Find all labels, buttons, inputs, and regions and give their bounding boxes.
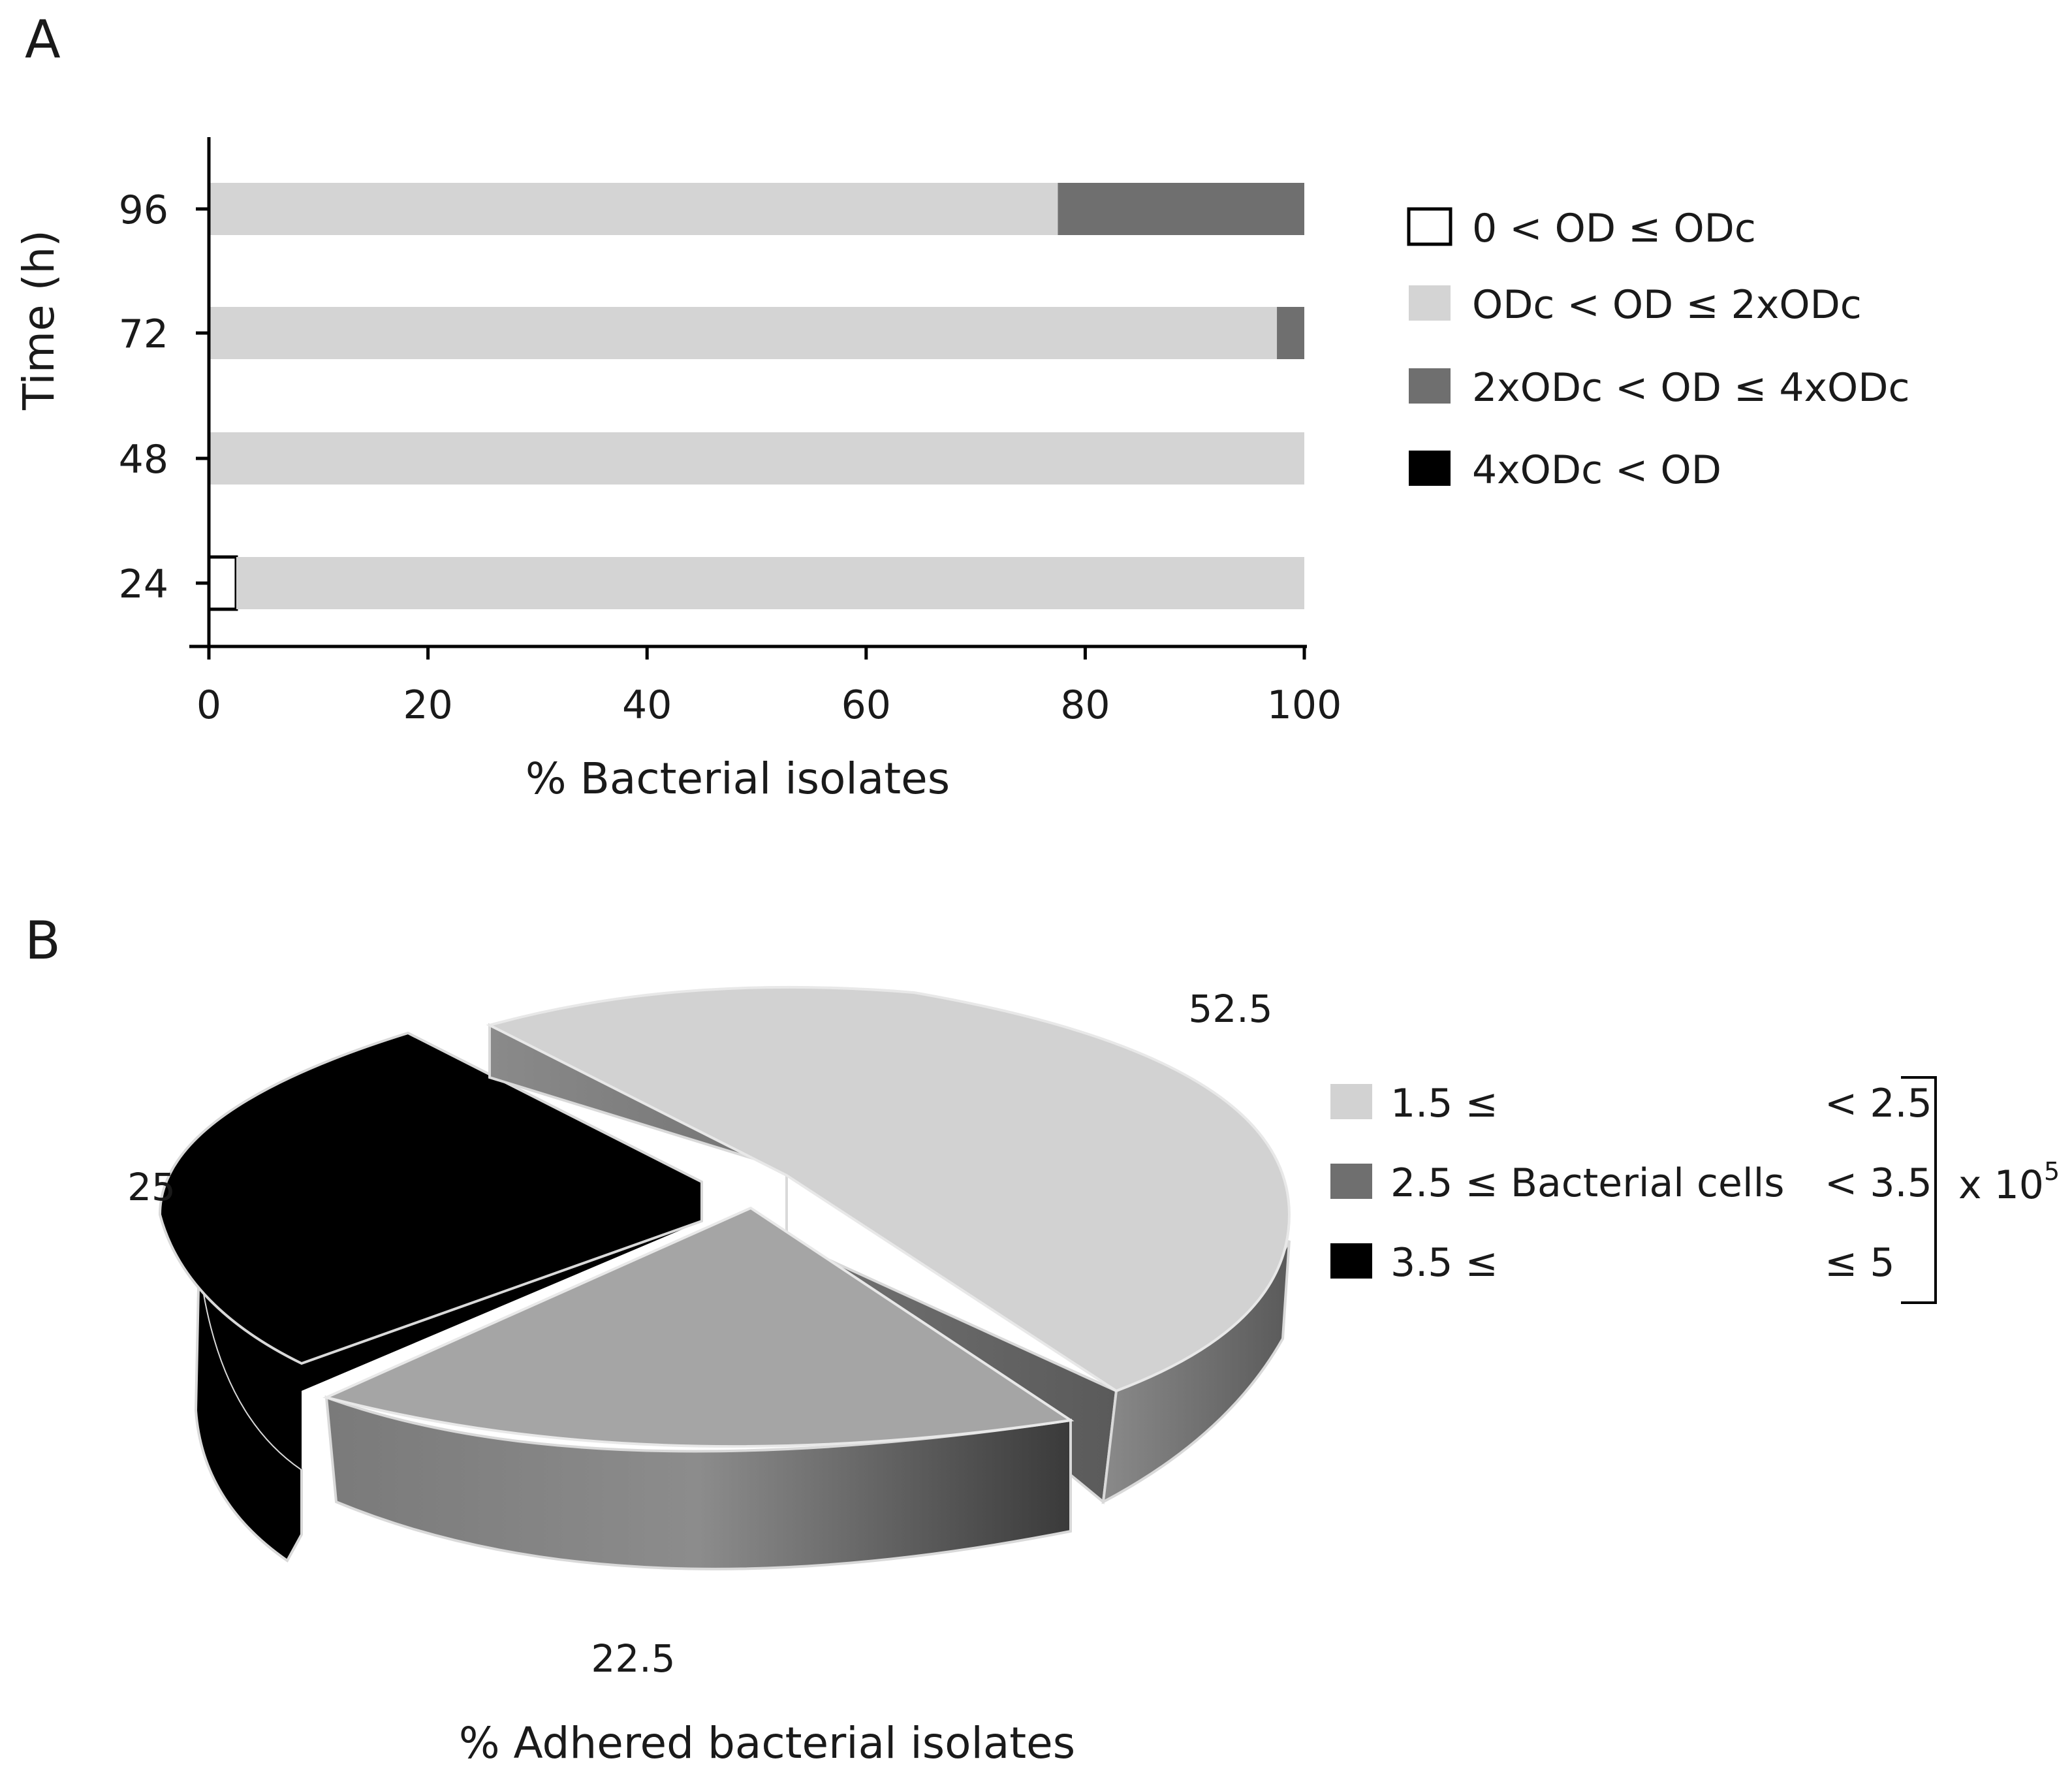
bar-legend: 0 < OD ≤ ODc ODc < OD ≤ 2xODc 2xODc < OD… bbox=[1407, 206, 1909, 493]
pie-legend-swatch-0 bbox=[1330, 1084, 1372, 1119]
legend-swatch-2 bbox=[1409, 368, 1451, 404]
y-axis-ticks: 24 48 72 96 bbox=[119, 187, 209, 607]
legend-label-1: ODc < OD ≤ 2xODc bbox=[1472, 282, 1862, 328]
x-tick-label-60: 60 bbox=[841, 682, 891, 728]
y-tick-label-24: 24 bbox=[119, 562, 168, 607]
pie-slice-2.5-top bbox=[322, 1206, 1075, 1448]
legend-swatch-3 bbox=[1409, 451, 1451, 486]
pie-chart: 52.522.525 % Adhered bacterial isolates … bbox=[127, 985, 2060, 1768]
legend-label-0: 0 < OD ≤ ODc bbox=[1472, 206, 1756, 251]
legend-swatch-0 bbox=[1407, 207, 1452, 246]
bar-segment-24-0 bbox=[207, 555, 238, 611]
x-tick-label-20: 20 bbox=[403, 682, 452, 728]
pie-legend: 1.5 ≤ < 2.5 2.5 ≤ Bacterial cells < 3.5 … bbox=[1330, 1076, 2060, 1304]
pie-legend-label-1: 2.5 ≤ Bacterial cells bbox=[1390, 1160, 1785, 1206]
pie-legend-upper-0: < 2.5 bbox=[1825, 1081, 1932, 1126]
legend-bracket bbox=[1901, 1076, 1937, 1304]
pie-legend-swatch-1 bbox=[1330, 1164, 1372, 1199]
x-tick-label-100: 100 bbox=[1267, 682, 1342, 728]
x-axis-title: % Bacterial isolates bbox=[526, 754, 950, 804]
pie-legend-upper-2: ≤ 5 bbox=[1825, 1240, 1895, 1286]
x-tick-label-0: 0 bbox=[196, 682, 221, 728]
pie-value-label-0: 52.5 bbox=[1188, 987, 1272, 1031]
bar-segment-96-1 bbox=[209, 183, 1058, 235]
bar-segment-72-1 bbox=[209, 307, 1278, 359]
legend-label-3: 4xODc < OD bbox=[1472, 447, 1721, 493]
pie-axis-title: % Adhered bacterial isolates bbox=[459, 1718, 1075, 1768]
pie-slice-2.5 bbox=[322, 1206, 1075, 1570]
legend-multiplier: x 105 bbox=[1958, 1157, 2060, 1208]
bar-segment-72-2 bbox=[1277, 307, 1304, 359]
legend-multiplier-exponent: 5 bbox=[2044, 1157, 2060, 1186]
pie-slice-3.5-top bbox=[158, 1031, 703, 1365]
pie-value-labels: 52.5 22.5 25 bbox=[127, 987, 1272, 1681]
x-axis-ticks: 0 20 40 60 80 100 bbox=[196, 646, 1342, 728]
pie-slice-3.5 bbox=[158, 1031, 703, 1563]
legend-label-2: 2xODc < OD ≤ 4xODc bbox=[1472, 365, 1909, 411]
legend-swatch-1 bbox=[1409, 285, 1451, 321]
y-tick-label-48: 48 bbox=[119, 437, 168, 483]
y-tick-label-72: 72 bbox=[119, 311, 168, 357]
pie-legend-swatch-2 bbox=[1330, 1243, 1372, 1279]
x-tick-label-40: 40 bbox=[622, 682, 672, 728]
legend-multiplier-base: x 10 bbox=[1958, 1162, 2044, 1208]
bar-segment-24-1 bbox=[236, 557, 1305, 609]
pie-legend-label-0: 1.5 ≤ bbox=[1390, 1081, 1498, 1126]
bar-segment-96-2 bbox=[1058, 183, 1304, 235]
panel-a-label: A bbox=[25, 9, 61, 70]
x-tick-label-80: 80 bbox=[1060, 682, 1110, 728]
pie-legend-label-2: 3.5 ≤ bbox=[1390, 1240, 1498, 1286]
bar-segment-48-1 bbox=[209, 432, 1304, 485]
pie-value-label-1: 22.5 bbox=[591, 1636, 675, 1681]
y-tick-label-96: 96 bbox=[119, 187, 168, 233]
pie-slice-2.5-side bbox=[324, 1395, 1072, 1570]
y-axis-title: Time (h) bbox=[14, 230, 64, 411]
panel-b-label: B bbox=[25, 910, 61, 971]
bar-segments bbox=[207, 183, 1305, 611]
pie-legend-upper-1: < 3.5 bbox=[1825, 1160, 1932, 1206]
pie-value-label-2: 25 bbox=[127, 1165, 176, 1209]
pie-slice-1.5-top bbox=[486, 985, 1291, 1393]
bar-chart: 24 48 72 96 0 20 40 60 80 100 % Bacterial isolat… bbox=[14, 137, 1909, 804]
